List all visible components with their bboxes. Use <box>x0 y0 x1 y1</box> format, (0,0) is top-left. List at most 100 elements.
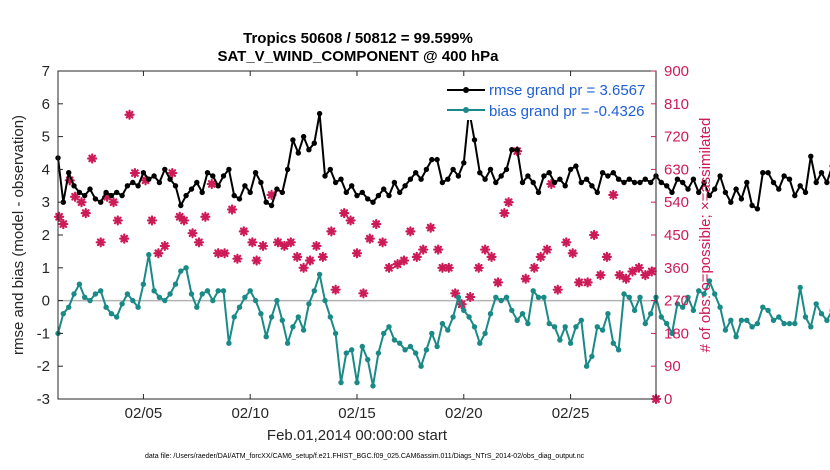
bias-point <box>188 291 195 297</box>
rmse-point <box>589 183 595 189</box>
y-tick-label: -1 <box>37 325 50 342</box>
rmse-point <box>509 147 515 153</box>
legend-rmse-label: rmse grand pr = 3.6567 <box>489 82 645 99</box>
rmse-point <box>669 189 675 196</box>
rmse-point <box>621 179 627 186</box>
rmse-point <box>140 170 147 176</box>
bias-point <box>274 297 280 304</box>
rmse-point <box>226 166 232 173</box>
obs-count-marker <box>377 237 388 248</box>
obs-count-markers <box>53 109 662 405</box>
obs-count-marker <box>219 248 230 259</box>
y-axis-label: rmse and bias (model - observation) <box>10 115 27 355</box>
rmse-point <box>332 179 339 186</box>
bias-point <box>728 317 734 323</box>
bias-point <box>818 311 825 317</box>
bias-point <box>589 353 595 360</box>
bias-point <box>76 281 83 287</box>
bias-point <box>295 314 301 320</box>
bias-point <box>103 304 109 310</box>
bias-point <box>712 291 718 297</box>
rmse-point <box>316 110 323 117</box>
bias-point <box>338 379 344 386</box>
bias-point <box>114 314 120 320</box>
bias-point <box>445 327 451 333</box>
rmse-point <box>493 179 499 186</box>
bias-point <box>621 291 627 297</box>
bias-point <box>306 301 312 307</box>
rmse-point <box>664 183 670 189</box>
y-tick-label: 3 <box>42 194 50 211</box>
bias-point <box>242 294 248 300</box>
bias-point <box>813 301 819 307</box>
bias-point <box>284 340 291 346</box>
bias-point <box>786 320 793 327</box>
rmse-point <box>413 170 419 176</box>
bias-point <box>391 337 398 343</box>
obs-count-marker <box>119 233 130 244</box>
obs-count-marker <box>330 284 341 295</box>
y2-tick-label: 810 <box>664 96 689 113</box>
rmse-point <box>124 183 131 189</box>
rmse-point <box>103 189 109 196</box>
rmse-point <box>146 176 152 182</box>
bias-point <box>562 324 568 330</box>
obs-count-marker <box>520 273 531 284</box>
bias-point <box>487 311 494 317</box>
chart-title-line2: SAT_V_WIND_COMPONENT @ 400 hPa <box>217 48 499 65</box>
x-axis-label: Feb.01,2014 00:00:00 start <box>267 427 448 444</box>
rmse-point <box>386 192 392 199</box>
obs-count-marker <box>535 251 546 262</box>
rmse-point <box>322 173 328 179</box>
bias-point <box>509 307 515 314</box>
bias-point <box>530 288 536 294</box>
rmse-point <box>615 176 622 182</box>
obs-count-marker <box>247 237 258 248</box>
bias-point <box>626 294 632 300</box>
rmse-point <box>354 192 360 199</box>
bias-point <box>648 311 654 317</box>
obs-count-marker <box>443 262 454 273</box>
bias-point <box>156 294 163 300</box>
obs-count-marker <box>146 215 158 226</box>
obs-count-marker <box>561 237 572 248</box>
bias-point <box>680 304 686 310</box>
obs-count-marker <box>326 226 337 237</box>
bias-point <box>439 320 446 327</box>
rmse-point <box>722 189 729 196</box>
bias-point <box>706 278 713 284</box>
bias-point <box>413 350 419 356</box>
obs-count-marker <box>129 167 140 179</box>
rmse-point <box>797 183 803 189</box>
obs-count-marker <box>633 262 645 273</box>
obs-count-marker <box>69 191 81 202</box>
bias-point <box>434 343 440 350</box>
obs-count-marker <box>87 153 98 164</box>
rmse-point <box>66 170 72 176</box>
rmse-point <box>583 176 590 182</box>
rmse-point <box>60 199 66 205</box>
rmse-point <box>71 183 77 189</box>
obs-count-marker <box>95 237 106 248</box>
bias-point <box>349 347 355 353</box>
bias-point <box>754 320 761 327</box>
rmse-point <box>450 166 456 173</box>
rmse-point <box>744 179 750 186</box>
rmse-point <box>268 202 275 209</box>
bias-point <box>776 314 782 320</box>
obs-count-marker <box>153 248 164 259</box>
bias-point <box>370 383 376 389</box>
bias-point <box>375 350 382 356</box>
bias-point <box>135 304 141 310</box>
rmse-point <box>183 192 189 199</box>
rmse-point <box>696 189 702 196</box>
bias-point <box>332 330 339 337</box>
rmse-point <box>188 186 195 192</box>
bias-point <box>685 294 691 300</box>
rmse-point <box>402 183 408 189</box>
bias-point <box>167 291 173 297</box>
obs-count-marker <box>364 233 375 244</box>
rmse-point <box>295 150 301 156</box>
y2-tick-label: 450 <box>664 227 689 244</box>
rmse-point <box>114 189 120 196</box>
